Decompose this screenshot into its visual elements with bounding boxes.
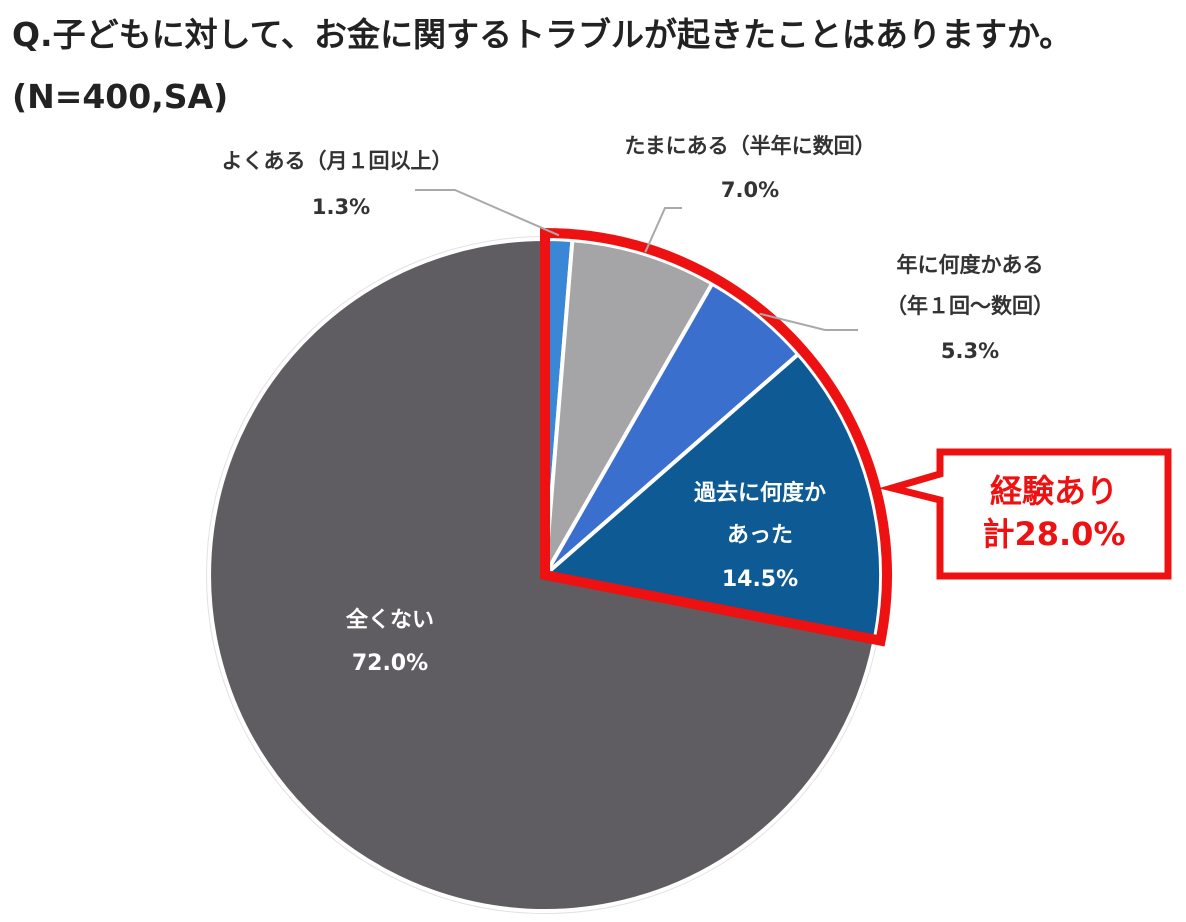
label-past-line1: 過去に何度か [694, 480, 826, 506]
chart-title: Q.子どもに対して、お金に関するトラブルが起きたことはありますか。(N=400,… [12, 15, 1073, 116]
callout-line1: 経験あり [990, 472, 1118, 510]
label-past-line2: あった [727, 523, 793, 548]
callout-box [878, 448, 1172, 580]
value-sometimes: 7.0% [721, 178, 779, 202]
experience-highlight [540, 227, 892, 647]
value-never: 72.0% [352, 651, 428, 676]
pie-slice-past [543, 352, 883, 642]
pie-slice-sometimes [543, 238, 715, 577]
label-often: よくある（月１回以上） [222, 149, 453, 173]
leader-line-sometimes [644, 207, 682, 253]
label-few-times-line2: （年１回〜数回） [886, 294, 1054, 318]
label-few-times-line1: 年に何度かある [897, 253, 1044, 277]
leader-line-few-times [759, 312, 858, 331]
leader-line-often [415, 189, 560, 237]
label-never: 全くない [345, 607, 434, 633]
label-sometimes: たまにある（半年に数回） [624, 134, 875, 158]
value-often: 1.3% [312, 195, 370, 219]
value-few-times: 5.3% [941, 339, 999, 363]
value-past: 14.5% [722, 567, 798, 592]
callout-line2: 計28.0% [982, 515, 1125, 553]
